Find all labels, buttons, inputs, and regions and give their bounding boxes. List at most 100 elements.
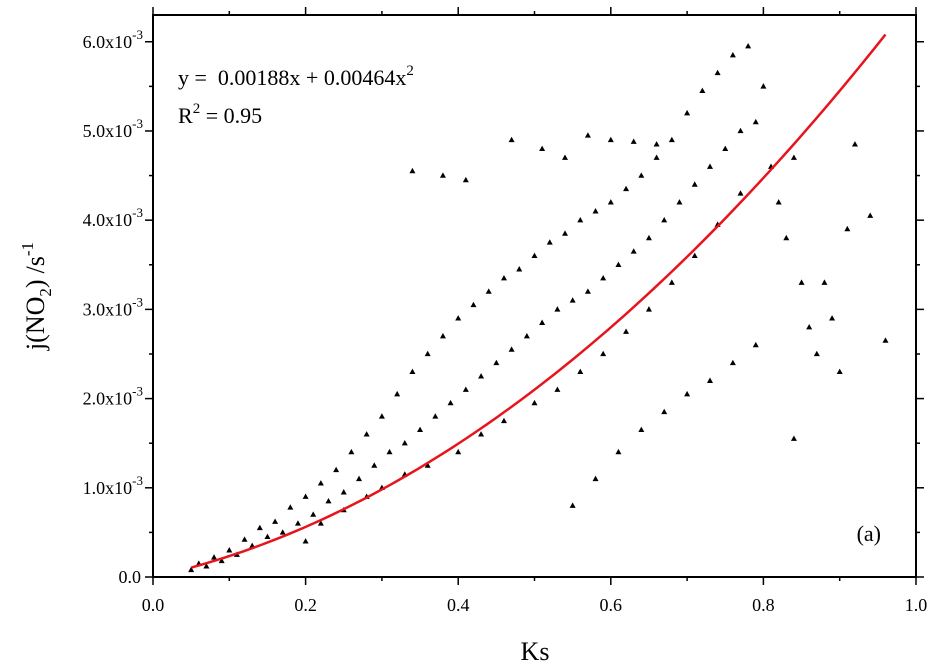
data-point <box>500 417 507 424</box>
data-point <box>638 172 645 178</box>
data-point <box>562 230 569 236</box>
data-point <box>638 426 645 433</box>
data-point <box>783 234 790 241</box>
data-point <box>584 288 591 294</box>
data-point <box>378 413 385 419</box>
data-point <box>371 462 378 468</box>
data-point <box>470 301 477 308</box>
data-point <box>829 315 836 321</box>
data-point <box>455 315 462 321</box>
data-point <box>272 518 279 524</box>
data-point <box>188 566 195 573</box>
data-point <box>508 346 515 352</box>
data-point <box>531 399 538 406</box>
data-point <box>714 69 721 76</box>
data-point <box>546 239 553 245</box>
data-point <box>653 141 660 147</box>
y-tick-label: 0.0 <box>119 567 142 587</box>
data-point <box>264 533 271 540</box>
data-point <box>775 199 782 205</box>
data-point <box>630 248 637 254</box>
fit-equation: y = 0.00188x + 0.00464x2 <box>178 63 414 90</box>
data-point <box>508 136 515 143</box>
data-point <box>493 359 500 366</box>
data-point <box>577 368 584 375</box>
data-point <box>340 489 347 495</box>
data-point <box>684 109 691 116</box>
data-point <box>348 448 355 455</box>
data-point <box>500 274 507 281</box>
y-tick-label: 4.0x10-3 <box>83 205 143 230</box>
data-point <box>417 426 424 433</box>
data-point <box>333 466 340 473</box>
data-point <box>592 208 599 214</box>
data-point <box>241 536 248 542</box>
data-point <box>882 337 889 343</box>
data-point <box>439 332 446 339</box>
data-points <box>188 43 889 573</box>
data-point <box>851 141 858 147</box>
data-point <box>302 538 309 544</box>
data-point <box>386 448 393 455</box>
data-point <box>577 216 584 223</box>
panel-label: (a) <box>857 521 881 546</box>
data-point <box>600 350 607 357</box>
plot-frame <box>152 14 917 578</box>
data-point <box>569 297 576 303</box>
data-point <box>600 274 607 281</box>
data-point <box>745 43 752 49</box>
data-point <box>729 51 736 58</box>
data-point <box>462 176 469 183</box>
y-axis-title: j(NO2)/s-1 <box>18 242 55 351</box>
data-point <box>607 136 614 143</box>
data-point <box>676 199 683 205</box>
r-squared: R2 = 0.95 <box>178 101 262 128</box>
data-point <box>424 462 431 468</box>
y-tick-label: 3.0x10-3 <box>83 294 143 319</box>
x-axis-title: Ks <box>521 637 550 666</box>
data-point <box>424 350 431 357</box>
data-point <box>844 225 851 232</box>
data-point <box>684 390 691 397</box>
axis-tick-labels: 0.0 0.2 0.4 0.6 0.8 1.0 0.0 1.0x10-3 2.0x10-3 3.0… <box>83 27 928 615</box>
data-point <box>722 145 729 152</box>
data-point <box>302 493 309 499</box>
x-tick-label: 0.4 <box>447 595 470 615</box>
data-point <box>554 306 561 312</box>
data-point <box>737 127 744 134</box>
x-tick-label: 1.0 <box>905 595 928 615</box>
data-point <box>569 502 576 508</box>
data-point <box>455 448 462 455</box>
data-point <box>645 234 652 241</box>
data-point <box>317 480 324 486</box>
y-tick-label: 5.0x10-3 <box>83 116 143 141</box>
data-point <box>539 145 546 152</box>
x-tick-label: 0.2 <box>294 595 317 615</box>
data-point <box>706 377 713 383</box>
data-point <box>729 359 736 366</box>
data-point <box>668 279 675 285</box>
data-point <box>531 252 538 259</box>
data-point <box>203 563 210 569</box>
data-point <box>462 386 469 392</box>
data-point <box>867 212 874 218</box>
data-point <box>478 431 485 437</box>
data-point <box>706 163 713 169</box>
data-point <box>218 557 225 564</box>
fit-curve <box>190 33 887 569</box>
data-point <box>554 386 561 392</box>
data-point <box>287 504 294 510</box>
data-point <box>760 83 767 89</box>
data-point <box>592 475 599 482</box>
data-point <box>798 279 805 285</box>
data-point <box>645 306 652 312</box>
data-point <box>439 172 446 178</box>
data-point <box>317 520 324 526</box>
data-point <box>661 216 668 223</box>
data-point <box>630 138 637 144</box>
x-tick-label: 0.8 <box>752 595 775 615</box>
data-point <box>356 475 363 482</box>
data-point <box>447 399 454 406</box>
data-point <box>478 373 485 379</box>
data-point <box>409 368 416 375</box>
